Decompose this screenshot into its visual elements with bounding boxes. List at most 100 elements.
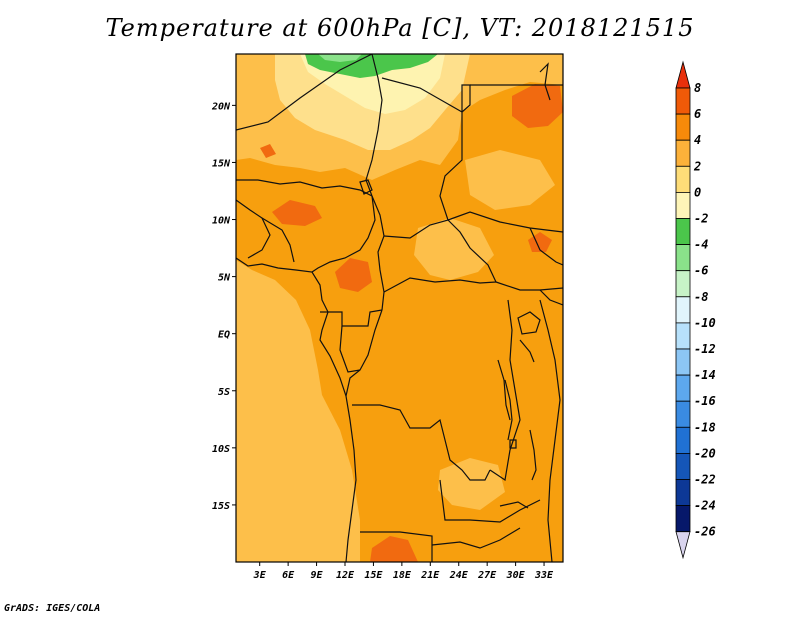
field-hot-southern	[370, 536, 418, 562]
field-band-minus8-minus6	[318, 54, 362, 62]
border-drc-angola	[352, 404, 491, 481]
colorbar-label: -24	[694, 499, 716, 513]
field-hot-northeast	[512, 84, 563, 128]
colorbar-swatch	[675, 191, 691, 219]
colorbar-swatch	[675, 479, 691, 507]
lon-tick-label: 27E	[477, 570, 497, 581]
longitude-axis: 3E 6E 9E 12E 15E 18E 21E 24E 27E 30E 33E	[253, 562, 554, 581]
border-chad-sudan	[439, 112, 463, 221]
colorbar-label: -4	[694, 238, 708, 252]
border-nigeria-east	[311, 195, 376, 273]
lon-tick-label: 15E	[364, 570, 383, 581]
colorbar-swatch	[675, 244, 691, 272]
lake-malawi	[529, 429, 537, 481]
border-west-africa-1	[236, 199, 271, 259]
colorbar-label: 2	[693, 159, 701, 173]
border-kenya	[539, 289, 563, 306]
border-zambia	[439, 479, 541, 523]
border-car-south	[383, 277, 497, 293]
colorbar-label: 8	[694, 81, 701, 95]
lat-tick-label: 15S	[212, 501, 230, 512]
field-band-0-2-south	[438, 458, 505, 510]
border-east-coast	[539, 299, 561, 562]
map-title: Temperature at 600hPa [C], VT: 201812151…	[105, 14, 695, 42]
border-namibia	[360, 531, 433, 562]
lon-tick-label: 21E	[420, 570, 440, 581]
lake-tanganyika-outline	[497, 359, 511, 421]
lat-tick-label: 20N	[211, 101, 231, 112]
border-south-sudan	[495, 281, 563, 291]
lat-tick-label: 10S	[212, 444, 230, 455]
colorbar-swatch	[675, 452, 691, 480]
lon-tick-label: 9E	[311, 570, 324, 581]
colorbar-swatch	[675, 374, 691, 402]
border-congo	[339, 325, 361, 373]
lon-tick-label: 30E	[506, 570, 526, 581]
border-gabon	[320, 309, 383, 327]
border-sahara-1	[236, 54, 373, 131]
colorbar-label: -10	[694, 316, 716, 330]
border-west-africa-2	[261, 217, 295, 263]
colorbar-swatch	[675, 505, 691, 533]
colorbar-label: -16	[694, 394, 716, 408]
colorbar-label: -22	[694, 473, 716, 487]
lat-tick-label: 10N	[212, 216, 231, 227]
border-drc-east	[489, 299, 521, 482]
border-ethiopia	[529, 227, 563, 266]
lat-tick-label: 5S	[218, 387, 230, 398]
colorbar-label: 0	[694, 185, 701, 199]
lat-tick-label: 15N	[212, 158, 231, 169]
political-borders	[236, 54, 563, 562]
colorbar-swatch	[675, 270, 691, 298]
colorbar-swatch	[675, 165, 691, 193]
colorbar-label: -26	[694, 525, 716, 539]
lat-tick-label: EQ	[218, 330, 230, 341]
colorbar-swatch	[675, 400, 691, 428]
lake-bangweulu	[509, 439, 517, 449]
colorbar-swatch	[675, 348, 691, 376]
lat-tick-label: 5N	[218, 273, 231, 284]
border-botswana	[431, 527, 521, 549]
border-red-sea	[539, 62, 551, 101]
lon-tick-label: 18E	[393, 570, 412, 581]
field-band-0-2-central	[414, 218, 494, 280]
colorbar-swatch	[675, 87, 691, 115]
colorbar-label: -12	[694, 342, 716, 356]
coastline-west	[236, 257, 357, 562]
border-sahara-3	[381, 77, 463, 113]
colorbar-swatch	[675, 218, 691, 246]
colorbar-swatch	[675, 426, 691, 454]
border-lake-tanganyika	[504, 379, 513, 441]
colorbar-label: 4	[694, 133, 701, 147]
colorbar-upper-arrow	[675, 60, 691, 89]
colorbar: 8 6 4 2 0 -2 -4 -6 -8 -10 -12 -14 -16 -18 -20 -22 -24 -26	[675, 60, 716, 560]
colorbar-swatch	[675, 139, 691, 167]
lake-chad	[359, 179, 373, 195]
latitude-axis: 20N 15N 10N 5N EQ 5S 10S 15S	[211, 101, 236, 512]
border-niger-nigeria	[236, 179, 373, 197]
footer-credit: GrADS: IGES/COLA	[4, 603, 101, 614]
lon-tick-label: 6E	[282, 570, 295, 581]
lon-tick-label: 24E	[449, 570, 469, 581]
border-sudan-south	[447, 211, 563, 233]
lon-tick-label: 12E	[336, 570, 355, 581]
field-hot-west	[260, 144, 276, 158]
colorbar-label: -18	[694, 420, 716, 434]
field-hot-cameroon	[335, 258, 372, 292]
colorbar-swatch	[675, 113, 691, 141]
colorbar-label: -6	[694, 264, 708, 278]
border-car	[383, 219, 497, 283]
colorbar-lower-arrow	[675, 531, 691, 560]
colorbar-label: -20	[694, 446, 716, 460]
lon-tick-label: 33E	[534, 570, 554, 581]
field-band-0-2-east	[465, 150, 555, 210]
colorbar-swatch	[675, 322, 691, 350]
colorbar-label: -2	[694, 212, 708, 226]
lake-kariba	[499, 501, 529, 509]
lon-tick-label: 3E	[253, 570, 267, 581]
colorbar-label: -8	[694, 290, 708, 304]
lake-victoria	[517, 311, 541, 335]
border-drc-west	[345, 309, 383, 397]
field-hot-nigeria	[272, 200, 322, 226]
